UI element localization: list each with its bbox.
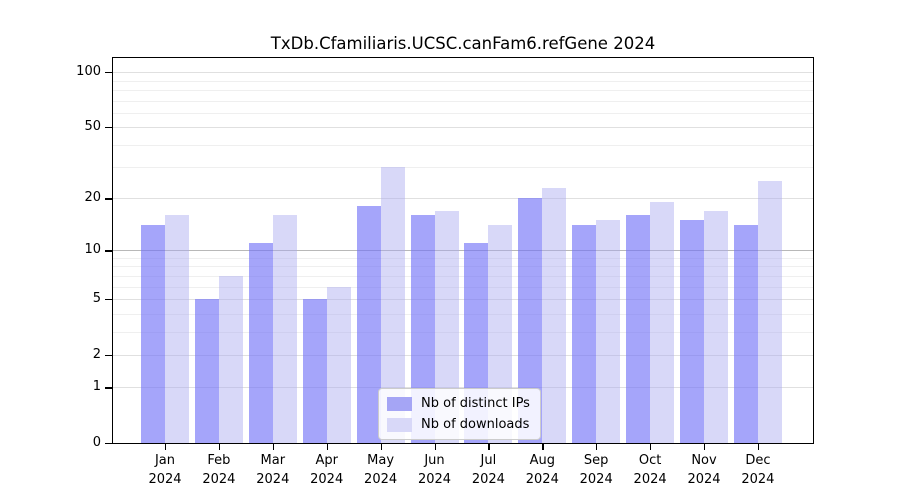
y-tick-label: 50	[84, 119, 101, 135]
y-tick-label: 5	[92, 291, 101, 307]
minor-gridline	[113, 286, 813, 288]
y-axis-tick	[105, 198, 113, 200]
x-tick-label: Jan 2024	[133, 451, 197, 489]
x-tick-label: Nov 2024	[672, 451, 736, 489]
bar-distinct-ips	[248, 243, 273, 443]
y-axis-tick	[105, 354, 113, 357]
bar-downloads	[326, 286, 351, 443]
x-tick-year: 2024	[741, 472, 775, 487]
x-axis-tick	[542, 444, 544, 450]
x-axis-tick	[488, 444, 490, 450]
y-tick-label: 2	[92, 346, 101, 362]
legend-entry-downloads: Nb of downloads	[387, 417, 530, 432]
x-tick-label: May 2024	[349, 451, 413, 489]
legend: Nb of distinct IPs Nb of downloads	[378, 388, 541, 440]
x-tick-year: 2024	[202, 472, 236, 487]
major-gridline	[113, 127, 813, 129]
x-axis-tick	[272, 444, 275, 450]
minor-gridline	[113, 258, 813, 259]
x-axis-tick	[380, 444, 382, 450]
x-tick-year: 2024	[471, 472, 505, 487]
bar-distinct-ips	[302, 299, 327, 443]
x-tick-label: Apr 2024	[295, 451, 359, 489]
bar-downloads	[596, 220, 621, 443]
legend-swatch-downloads	[387, 417, 412, 432]
minor-gridline	[113, 275, 813, 277]
x-tick-label: Feb 2024	[187, 451, 251, 489]
x-tick-year: 2024	[633, 472, 667, 487]
legend-label-distinct-ips: Nb of distinct IPs	[421, 396, 530, 411]
x-tick-year: 2024	[310, 472, 344, 487]
minor-gridline	[113, 112, 813, 114]
bar-distinct-ips	[141, 225, 165, 443]
chart-title: TxDb.Cfamiliaris.UCSC.canFam6.refGene 20…	[270, 34, 656, 53]
x-tick-label: Dec 2024	[726, 451, 790, 489]
y-tick-label: 100	[76, 64, 101, 80]
y-tick-label: 0	[92, 435, 101, 450]
major-gridline	[113, 387, 813, 389]
minor-gridline	[113, 331, 813, 333]
x-axis-tick	[434, 444, 436, 450]
x-tick-year: 2024	[579, 472, 613, 487]
minor-gridline	[113, 313, 813, 315]
bar-distinct-ips	[572, 225, 597, 443]
bar-distinct-ips	[626, 215, 651, 443]
bar-distinct-ips	[680, 220, 704, 443]
y-tick-label: 10	[84, 242, 101, 258]
x-axis-tick	[326, 444, 328, 450]
legend-swatch-distinct-ips	[387, 396, 412, 411]
plot-area	[112, 57, 814, 444]
x-tick-label: Jun 2024	[403, 451, 467, 489]
x-tick-label: Sep 2024	[564, 451, 628, 489]
major-gridline	[113, 72, 813, 74]
bar-distinct-ips	[194, 299, 219, 443]
legend-label-downloads: Nb of downloads	[421, 417, 530, 432]
minor-gridline	[113, 89, 813, 91]
x-tick-year: 2024	[525, 472, 559, 487]
y-axis-tick	[105, 387, 113, 389]
x-axis-tick	[165, 444, 167, 450]
y-tick-label: 1	[92, 379, 101, 395]
major-gridline	[113, 354, 813, 356]
minor-gridline	[113, 144, 813, 146]
x-tick-label: Jul 2024	[456, 451, 520, 489]
x-tick-year: 2024	[417, 472, 452, 487]
bar-downloads	[165, 215, 189, 443]
bar-downloads	[542, 187, 567, 443]
x-tick-year: 2024	[687, 472, 721, 487]
y-axis-tick	[105, 299, 113, 301]
y-axis-tick	[105, 250, 113, 252]
y-axis-tick	[105, 72, 113, 74]
x-axis-tick	[218, 444, 221, 450]
major-gridline	[113, 299, 813, 301]
bar-distinct-ips	[356, 206, 381, 443]
minor-gridline	[113, 80, 813, 82]
major-gridline	[113, 250, 813, 252]
x-tick-year: 2024	[148, 472, 182, 487]
y-tick-label: 20	[84, 190, 101, 206]
minor-gridline	[113, 167, 813, 169]
x-tick-year: 2024	[364, 472, 398, 487]
minor-gridline	[113, 266, 813, 268]
bar-downloads	[272, 215, 297, 443]
bar-downloads	[650, 202, 675, 443]
bar-downloads	[757, 181, 782, 443]
x-tick-label: Oct 2024	[618, 451, 682, 489]
minor-gridline	[113, 100, 813, 102]
bar-downloads	[704, 210, 728, 443]
x-axis-tick	[596, 444, 598, 450]
x-axis-tick	[704, 444, 706, 450]
x-axis-tick	[650, 444, 652, 450]
x-tick-year: 2024	[256, 472, 290, 487]
y-axis-tick	[105, 127, 113, 129]
x-tick-label: Mar 2024	[241, 451, 305, 489]
legend-entry-distinct-ips: Nb of distinct IPs	[387, 396, 530, 411]
y-axis-tick	[105, 443, 113, 445]
x-axis-tick	[757, 444, 760, 450]
x-tick-label: Aug 2024	[510, 451, 574, 489]
bar-downloads	[218, 275, 243, 443]
bar-distinct-ips	[733, 225, 758, 443]
major-gridline	[113, 198, 813, 200]
